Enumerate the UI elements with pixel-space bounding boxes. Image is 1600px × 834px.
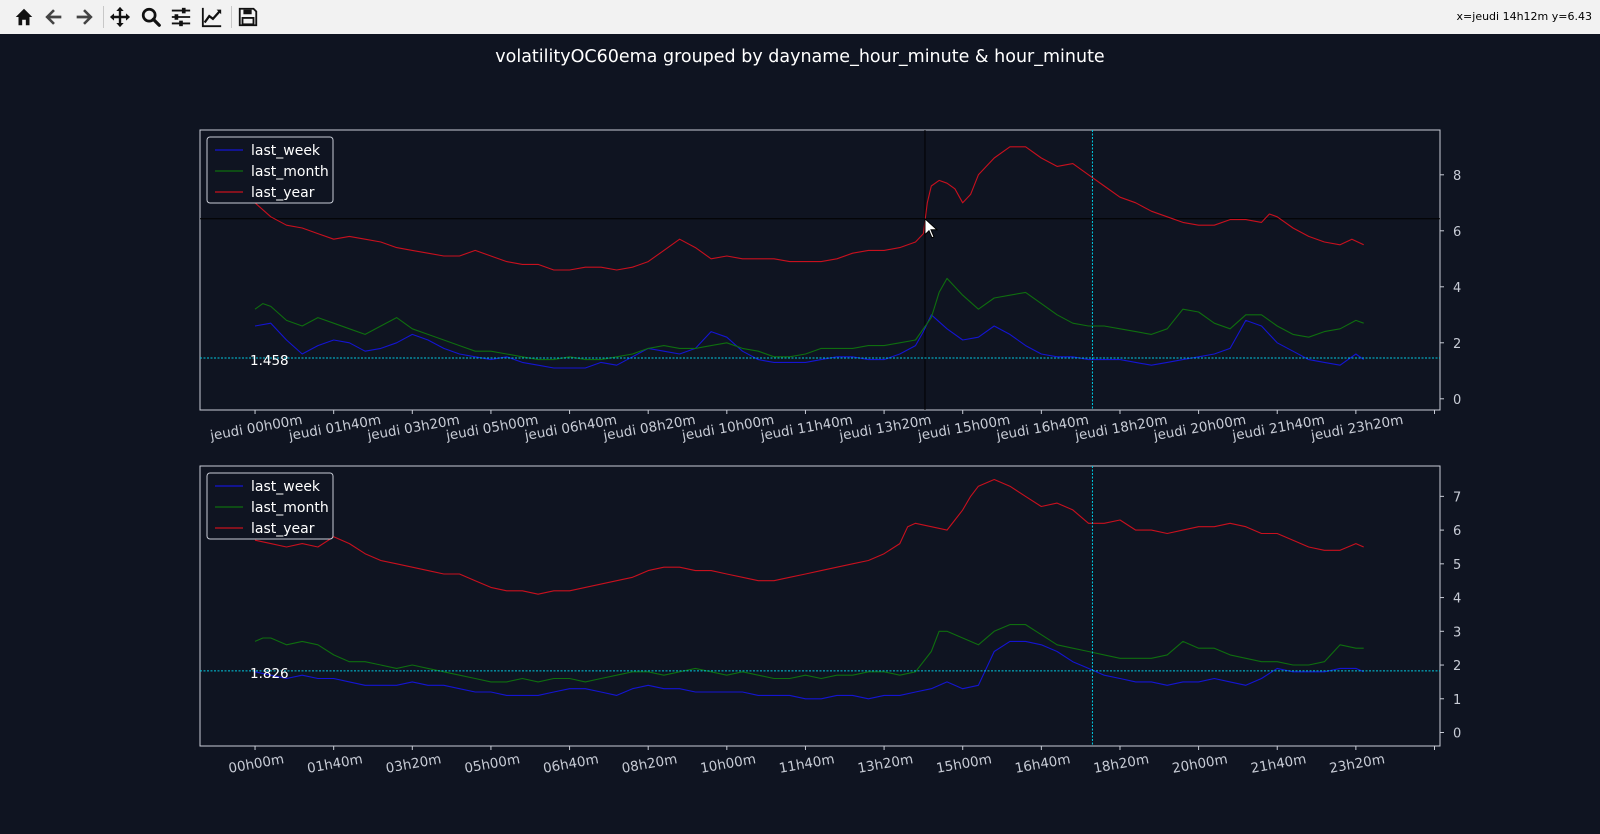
- subplot-2-ytick-label: 3: [1453, 625, 1461, 640]
- forward-icon[interactable]: [70, 3, 98, 31]
- mouse-pointer-icon: [924, 217, 939, 239]
- subplot-2-cursor-value-label: 1.826: [250, 666, 289, 682]
- subplot-2-xtick-label: 01h40m: [306, 751, 364, 776]
- subplot-1-series-last-month: [254, 277, 1364, 361]
- subplot-2-xtick-label: 18h20m: [1092, 751, 1150, 776]
- home-icon[interactable]: [10, 3, 38, 31]
- pan-icon[interactable]: [106, 3, 134, 31]
- subplot-2-xtick-label: 20h00m: [1171, 751, 1229, 776]
- zoom-icon[interactable]: [137, 3, 165, 31]
- back-icon[interactable]: [40, 3, 68, 31]
- subplot-2-legend-box: [206, 472, 334, 540]
- configure-subplots-icon[interactable]: [167, 3, 195, 31]
- subplot-2-ytick-label: 0: [1453, 727, 1461, 742]
- subplot-1-ytick-label: 6: [1453, 225, 1461, 240]
- toolbar-separator: [231, 6, 232, 28]
- subplot-2-ytick-label: 7: [1453, 490, 1461, 505]
- subplot-1-series-last-week: [254, 314, 1365, 369]
- subplot-1-legend-label-last-month: last_month: [251, 164, 329, 180]
- subplot-2-xtick-label: 23h20m: [1328, 751, 1386, 776]
- subplot-1-legend-box: [206, 136, 334, 204]
- figure-svg: volatilityOC60ema grouped by dayname_hou…: [199, 47, 1461, 777]
- subplot-2-xtick-label: 10h00m: [699, 751, 757, 776]
- subplot-2-ytick-label: 1: [1453, 693, 1461, 708]
- subplot-2-ytick-label: 4: [1453, 592, 1461, 607]
- subplot-2-xtick-label: 11h40m: [778, 751, 836, 776]
- subplot-2-axes-frame: [199, 465, 1441, 747]
- subplot-1-ytick-label: 8: [1453, 169, 1461, 184]
- navigation-toolbar: x=jeudi 14h12m y=6.43: [0, 0, 1600, 35]
- subplot-2-xtick-label: 03h20m: [385, 751, 443, 776]
- subplot-2-legend-label-last-year: last_year: [251, 521, 315, 537]
- subplot-1-cursor-value-label: 1.458: [250, 353, 289, 369]
- toolbar-separator: [103, 6, 104, 28]
- subplot-2-ytick-label: 6: [1453, 524, 1461, 539]
- subplot-1-legend-label-last-week: last_week: [251, 143, 321, 159]
- subplot-2-xtick-label: 15h00m: [935, 751, 993, 776]
- subplot-1-ytick-label: 4: [1453, 281, 1461, 296]
- subplot-2-series-last-week: [254, 640, 1364, 700]
- subplot-2-legend-label-last-month: last_month: [251, 500, 329, 516]
- cursor-coordinates: x=jeudi 14h12m y=6.43: [1456, 10, 1592, 23]
- subplot-2-xtick-label: 06h40m: [542, 751, 600, 776]
- subplot-2-xtick-label: 16h40m: [1014, 751, 1072, 776]
- subplot-2-ytick-label: 2: [1453, 659, 1461, 674]
- edit-axis-icon[interactable]: [198, 3, 226, 31]
- subplot-2-xtick-label: 13h20m: [856, 751, 914, 776]
- subplot-2-ytick-label: 5: [1453, 558, 1461, 573]
- subplot-2-xtick-label: 00h00m: [227, 751, 285, 776]
- subplot-1-ytick-label: 0: [1453, 393, 1461, 408]
- chart-title: volatilityOC60ema grouped by dayname_hou…: [495, 47, 1104, 67]
- subplot-2-xtick-label: 05h00m: [463, 751, 521, 776]
- subplot-1-series-last-year: [254, 146, 1364, 271]
- save-icon[interactable]: [234, 3, 262, 31]
- subplot-2-xtick-label: 08h20m: [620, 751, 678, 776]
- subplot-2-series-last-month: [254, 624, 1364, 683]
- subplot-2-series-last-year: [254, 478, 1364, 595]
- subplot-2-legend-label-last-week: last_week: [251, 479, 321, 495]
- subplot-1-ytick-label: 2: [1453, 337, 1461, 352]
- figure-canvas[interactable]: volatilityOC60ema grouped by dayname_hou…: [0, 34, 1600, 834]
- subplot-2-xtick-label: 21h40m: [1250, 751, 1308, 776]
- subplot-1-legend-label-last-year: last_year: [251, 185, 315, 201]
- subplot-1-axes-frame: [199, 129, 1441, 411]
